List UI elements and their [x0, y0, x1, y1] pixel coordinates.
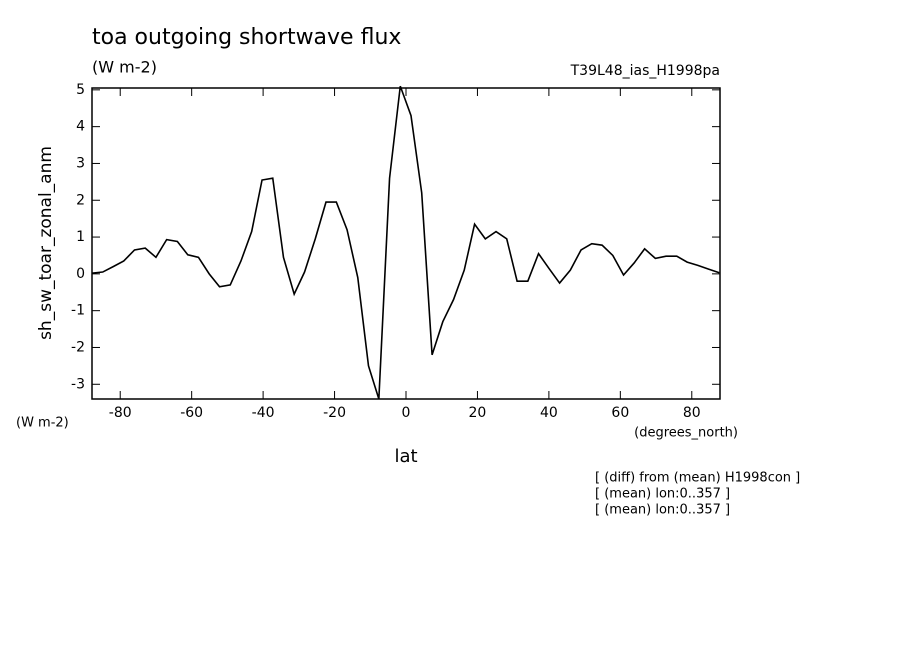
- subtitle: (W m-2): [92, 58, 157, 77]
- x-tick-label: -60: [180, 405, 203, 421]
- y-tick-label: -2: [71, 339, 85, 355]
- y-tick-label: 2: [76, 192, 85, 208]
- y-units: (W m-2): [16, 416, 69, 431]
- x-units: (degrees_north): [634, 426, 738, 441]
- run-label: T39L48_ias_H1998pa: [570, 63, 720, 79]
- note: [ (mean) lon:0..357 ]: [595, 487, 730, 502]
- y-tick-label: 1: [76, 229, 85, 245]
- note: [ (mean) lon:0..357 ]: [595, 503, 730, 518]
- x-tick-label: -80: [109, 405, 132, 421]
- note: [ (diff) from (mean) H1998con ]: [595, 471, 800, 486]
- x-tick-label: -20: [323, 405, 346, 421]
- x-tick-label: 20: [469, 405, 487, 421]
- y-tick-label: -3: [71, 376, 85, 392]
- x-tick-label: 40: [540, 405, 558, 421]
- x-axis-label: lat: [394, 446, 417, 467]
- x-tick-label: -40: [252, 405, 275, 421]
- x-tick-label: 60: [611, 405, 629, 421]
- data-line: [91, 85, 720, 400]
- x-tick-label: 0: [402, 405, 411, 421]
- y-axis-label: sh_sw_toar_zonal_anm: [36, 146, 56, 340]
- chart-title: toa outgoing shortwave flux: [92, 25, 401, 50]
- y-tick-label: 4: [76, 119, 85, 135]
- y-tick-label: 0: [76, 266, 85, 282]
- y-tick-label: 5: [76, 82, 85, 98]
- x-tick-label: 80: [683, 405, 701, 421]
- plot-frame: [91, 87, 721, 400]
- y-tick-label: -1: [71, 303, 85, 319]
- y-tick-label: 3: [76, 155, 85, 171]
